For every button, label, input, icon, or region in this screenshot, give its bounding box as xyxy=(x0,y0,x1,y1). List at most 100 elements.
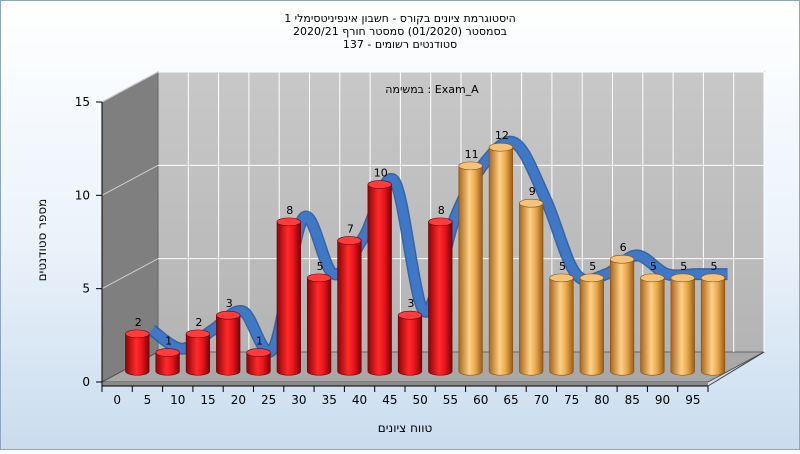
x-tick-label-70: 70 xyxy=(534,393,549,407)
bar-65 xyxy=(519,198,544,376)
bar-5 xyxy=(155,348,180,376)
bar-90 xyxy=(670,273,695,376)
floor-edge xyxy=(102,382,708,386)
y-tick-label-10: 10 xyxy=(75,188,90,202)
title-line-2: בסמסטר (01/2020) סמסטר חורף 2020/21 xyxy=(293,25,507,38)
bar-40 xyxy=(367,180,392,376)
data-label-45: 3 xyxy=(408,297,415,310)
bar-cap-10 xyxy=(185,329,211,339)
x-tick-label-5: 5 xyxy=(144,393,152,407)
data-label-55: 11 xyxy=(465,148,479,161)
data-label-65: 9 xyxy=(529,185,536,198)
bar-body-90 xyxy=(670,277,695,376)
bar-95 xyxy=(700,273,726,376)
data-label-60: 12 xyxy=(495,129,509,142)
data-label-0: 2 xyxy=(135,316,142,329)
bar-body-65 xyxy=(519,202,544,376)
title-line-1: היסטוגרמת ציונים בקורס - חשבון אינפיניטס… xyxy=(284,12,516,25)
y-tick-label-5: 5 xyxy=(82,282,90,296)
bar-body-15 xyxy=(216,314,241,376)
x-tick-label-75: 75 xyxy=(564,393,579,407)
x-tick-labels: 0 5 10 15 20 25 30 35 40 45 50 55 60 65 70 75 80 85 90 95 xyxy=(113,393,700,407)
x-tick-label-60: 60 xyxy=(473,393,488,407)
axes xyxy=(96,101,765,392)
data-label-15: 3 xyxy=(226,297,233,310)
data-label-30: 5 xyxy=(317,260,324,273)
data-label-95: 5 xyxy=(711,260,718,273)
bar-cap-0 xyxy=(125,329,150,339)
bar-body-60 xyxy=(488,146,514,376)
bar-85 xyxy=(640,273,665,376)
bar-45 xyxy=(397,310,423,376)
data-label-25: 8 xyxy=(286,204,293,217)
x-tick-label-20: 20 xyxy=(231,393,246,407)
bar-cap-55 xyxy=(458,161,483,171)
grid-line-side-1 xyxy=(101,258,159,290)
bar-body-80 xyxy=(609,258,635,376)
x-tick-label-95: 95 xyxy=(685,393,700,407)
bar-body-70 xyxy=(549,277,574,376)
bar-cap-65 xyxy=(519,198,544,208)
bar-body-75 xyxy=(579,277,604,376)
bar-body-10 xyxy=(185,333,211,376)
bar-10 xyxy=(185,329,211,376)
bars xyxy=(125,142,726,376)
bar-35 xyxy=(337,236,362,376)
bar-15 xyxy=(216,310,241,376)
bar-cap-30 xyxy=(306,273,332,283)
grid-line-side-2 xyxy=(101,164,159,196)
data-label-85: 5 xyxy=(650,260,657,273)
bar-body-5 xyxy=(155,352,180,376)
y-tick-labels: 0 5 10 15 xyxy=(75,95,90,389)
data-label-75: 5 xyxy=(589,260,596,273)
x-tick-label-40: 40 xyxy=(352,393,367,407)
x-axis-depth-line xyxy=(707,351,765,387)
y-tick-label-0: 0 xyxy=(82,375,90,389)
bar-cap-80 xyxy=(609,254,635,264)
x-tick-label-80: 80 xyxy=(594,393,609,407)
data-label-50: 8 xyxy=(438,204,445,217)
bar-cap-70 xyxy=(549,273,574,283)
bar-body-25 xyxy=(276,221,301,376)
bar-cap-20 xyxy=(246,348,271,357)
bar-30 xyxy=(306,273,332,376)
x-tick-label-0: 0 xyxy=(113,393,121,407)
bar-25 xyxy=(276,217,301,376)
x-tick-label-10: 10 xyxy=(170,393,185,407)
bar-cap-35 xyxy=(337,236,362,245)
bar-cap-15 xyxy=(216,310,241,320)
y-axis-title: מספר סטודנטים xyxy=(35,199,49,282)
data-label-5: 1 xyxy=(165,335,172,348)
data-label-20: 1 xyxy=(256,335,263,348)
data-label-35: 7 xyxy=(347,223,354,236)
bar-cap-85 xyxy=(640,273,665,283)
bar-cap-40 xyxy=(367,180,392,189)
bar-body-20 xyxy=(246,352,271,376)
bar-0 xyxy=(125,329,150,376)
bar-cap-25 xyxy=(276,217,301,227)
bar-cap-75 xyxy=(579,273,604,283)
bar-55 xyxy=(458,161,483,376)
title-line-3: 137 - סטודנטים רשומים xyxy=(343,38,457,51)
bar-cap-5 xyxy=(155,348,180,357)
x-tick-label-50: 50 xyxy=(413,393,428,407)
data-label-70: 5 xyxy=(559,260,566,273)
bar-cap-45 xyxy=(397,310,423,320)
bar-body-35 xyxy=(337,240,362,376)
bar-body-55 xyxy=(458,165,483,376)
bar-body-30 xyxy=(306,277,332,376)
bar-body-45 xyxy=(397,314,423,376)
x-tick-label-35: 35 xyxy=(322,393,337,407)
x-tick-label-90: 90 xyxy=(655,393,670,407)
x-axis-title: טווח ציונים xyxy=(378,421,433,435)
bar-20 xyxy=(246,348,271,376)
grid-line-side-3 xyxy=(101,71,159,103)
bar-60 xyxy=(488,142,514,376)
bar-cap-90 xyxy=(670,273,695,283)
bar-body-0 xyxy=(125,333,150,376)
x-tick-label-15: 15 xyxy=(200,393,215,407)
bar-cap-50 xyxy=(428,217,453,227)
